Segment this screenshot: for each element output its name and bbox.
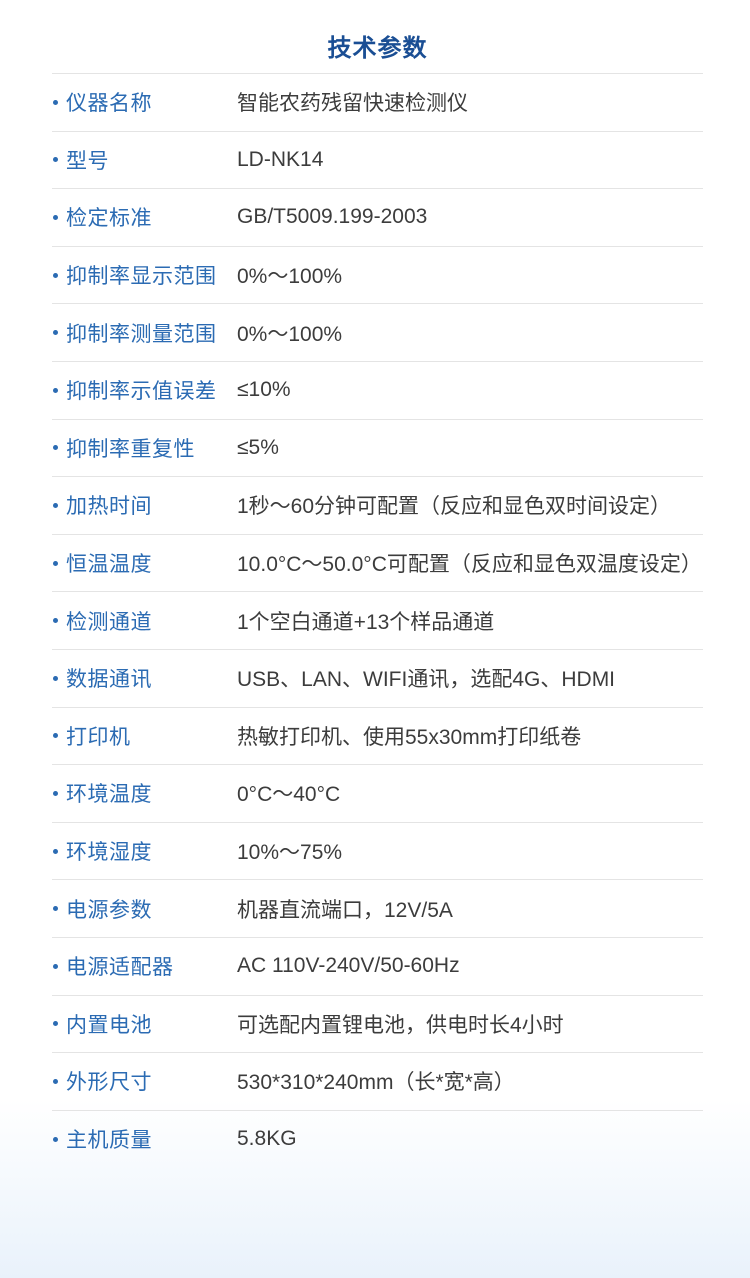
bullet-icon bbox=[53, 675, 58, 681]
spec-row-3: 抑制率显示范围 0%～100% bbox=[52, 247, 703, 305]
spec-label: 型号 bbox=[66, 149, 109, 173]
spec-row-6: 抑制率重复性 ≤5% bbox=[52, 420, 703, 478]
spec-row-16: 内置电池 可选配内置锂电池，供电时长4小时 bbox=[52, 996, 703, 1054]
bullet-icon bbox=[53, 848, 58, 854]
bullet-icon bbox=[53, 445, 58, 451]
spec-value: 1个空白通道+13个样品通道 bbox=[237, 610, 495, 634]
spec-value: USB、LAN、WIFI通讯，选配4G、HDMI bbox=[237, 668, 616, 692]
spec-label: 外形尺寸 bbox=[66, 1071, 152, 1095]
spec-value: ≤5% bbox=[237, 435, 279, 459]
spec-label: 电源适配器 bbox=[66, 956, 174, 980]
bullet-icon bbox=[53, 330, 58, 336]
spec-value: 0°C～40°C bbox=[237, 783, 341, 807]
spec-row-8: 恒温温度 10.0°C～50.0°C可配置（反应和显色双温度设定） bbox=[52, 535, 703, 593]
bullet-icon bbox=[53, 1021, 58, 1027]
bullet-icon bbox=[53, 387, 58, 393]
spec-sheet: 技术参数 仪器名称 智能农药残留快速检测仪 型号 LD-NK14 检定标准 GB… bbox=[52, 0, 703, 1168]
spec-label: 环境温度 bbox=[66, 783, 152, 807]
spec-row-7: 加热时间 1秒～60分钟可配置（反应和显色双时间设定） bbox=[52, 477, 703, 535]
spec-label: 检测通道 bbox=[66, 610, 152, 634]
spec-value: 530*310*240mm（长*宽*高） bbox=[237, 1071, 515, 1095]
bullet-icon bbox=[53, 157, 58, 163]
spec-value: 0%～100% bbox=[237, 265, 343, 289]
spec-row-14: 电源参数 机器直流端口，12V/5A bbox=[52, 880, 703, 938]
spec-row-13: 环境湿度 10%～75% bbox=[52, 823, 703, 881]
spec-label: 内置电池 bbox=[66, 1013, 152, 1037]
bullet-icon bbox=[53, 618, 58, 624]
bullet-icon bbox=[53, 214, 58, 220]
spec-row-15: 电源适配器 AC 110V-240V/50-60Hz bbox=[52, 938, 703, 996]
spec-value: 热敏打印机、使用55x30mm打印纸卷 bbox=[237, 725, 582, 749]
spec-label: 抑制率示值误差 bbox=[66, 380, 217, 404]
bullet-icon bbox=[53, 99, 58, 105]
spec-content: 技术参数 仪器名称 智能农药残留快速检测仪 型号 LD-NK14 检定标准 GB… bbox=[52, 0, 703, 1168]
spec-row-12: 环境温度 0°C～40°C bbox=[52, 765, 703, 823]
spec-label: 检定标准 bbox=[66, 207, 152, 231]
spec-label: 恒温温度 bbox=[66, 553, 152, 577]
spec-value: 1秒～60分钟可配置（反应和显色双时间设定） bbox=[237, 495, 672, 519]
spec-label: 主机质量 bbox=[66, 1129, 152, 1153]
bullet-icon bbox=[53, 502, 58, 508]
spec-value: AC 110V-240V/50-60Hz bbox=[237, 954, 460, 978]
spec-value: 10.0°C～50.0°C可配置（反应和显色双温度设定） bbox=[237, 553, 702, 577]
spec-row-10: 数据通讯 USB、LAN、WIFI通讯，选配4G、HDMI bbox=[52, 650, 703, 708]
spec-row-9: 检测通道 1个空白通道+13个样品通道 bbox=[52, 592, 703, 650]
bullet-icon bbox=[53, 1136, 58, 1142]
spec-value: LD-NK14 bbox=[237, 147, 324, 171]
spec-label: 数据通讯 bbox=[66, 668, 152, 692]
bullet-icon bbox=[53, 906, 58, 912]
spec-row-2: 检定标准 GB/T5009.199-2003 bbox=[52, 189, 703, 247]
bullet-icon bbox=[53, 272, 58, 278]
page-title: 技术参数 bbox=[327, 34, 428, 62]
spec-label: 环境湿度 bbox=[66, 841, 152, 865]
section-title-bar: 技术参数 bbox=[52, 0, 703, 74]
spec-value: 可选配内置锂电池，供电时长4小时 bbox=[237, 1013, 564, 1037]
spec-label: 仪器名称 bbox=[66, 92, 152, 116]
spec-row-11: 打印机 热敏打印机、使用55x30mm打印纸卷 bbox=[52, 708, 703, 766]
spec-label: 打印机 bbox=[66, 725, 131, 749]
spec-row-18: 主机质量 5.8KG bbox=[52, 1111, 703, 1169]
bullet-icon bbox=[53, 790, 58, 796]
spec-value: 0%～100% bbox=[237, 322, 343, 346]
spec-row-4: 抑制率测量范围 0%～100% bbox=[52, 304, 703, 362]
bullet-icon bbox=[53, 963, 58, 969]
spec-label: 抑制率重复性 bbox=[66, 437, 195, 461]
bullet-icon bbox=[53, 560, 58, 566]
spec-row-5: 抑制率示值误差 ≤10% bbox=[52, 362, 703, 420]
spec-value: 智能农药残留快速检测仪 bbox=[237, 92, 468, 116]
spec-value: GB/T5009.199-2003 bbox=[237, 205, 428, 229]
bullet-icon bbox=[53, 1078, 58, 1084]
spec-value: ≤10% bbox=[237, 378, 291, 402]
spec-row-0: 仪器名称 智能农药残留快速检测仪 bbox=[52, 74, 703, 132]
spec-label: 电源参数 bbox=[66, 898, 152, 922]
spec-row-17: 外形尺寸 530*310*240mm（长*宽*高） bbox=[52, 1053, 703, 1111]
spec-label: 抑制率测量范围 bbox=[66, 322, 217, 346]
bullet-icon bbox=[53, 733, 58, 739]
spec-value: 机器直流端口，12V/5A bbox=[237, 898, 453, 922]
spec-row-1: 型号 LD-NK14 bbox=[52, 132, 703, 190]
spec-label: 抑制率显示范围 bbox=[66, 265, 217, 289]
spec-value: 10%～75% bbox=[237, 841, 343, 865]
spec-value: 5.8KG bbox=[237, 1127, 297, 1151]
spec-table: 仪器名称 智能农药残留快速检测仪 型号 LD-NK14 检定标准 GB/T500… bbox=[52, 74, 703, 1168]
spec-label: 加热时间 bbox=[66, 495, 152, 519]
